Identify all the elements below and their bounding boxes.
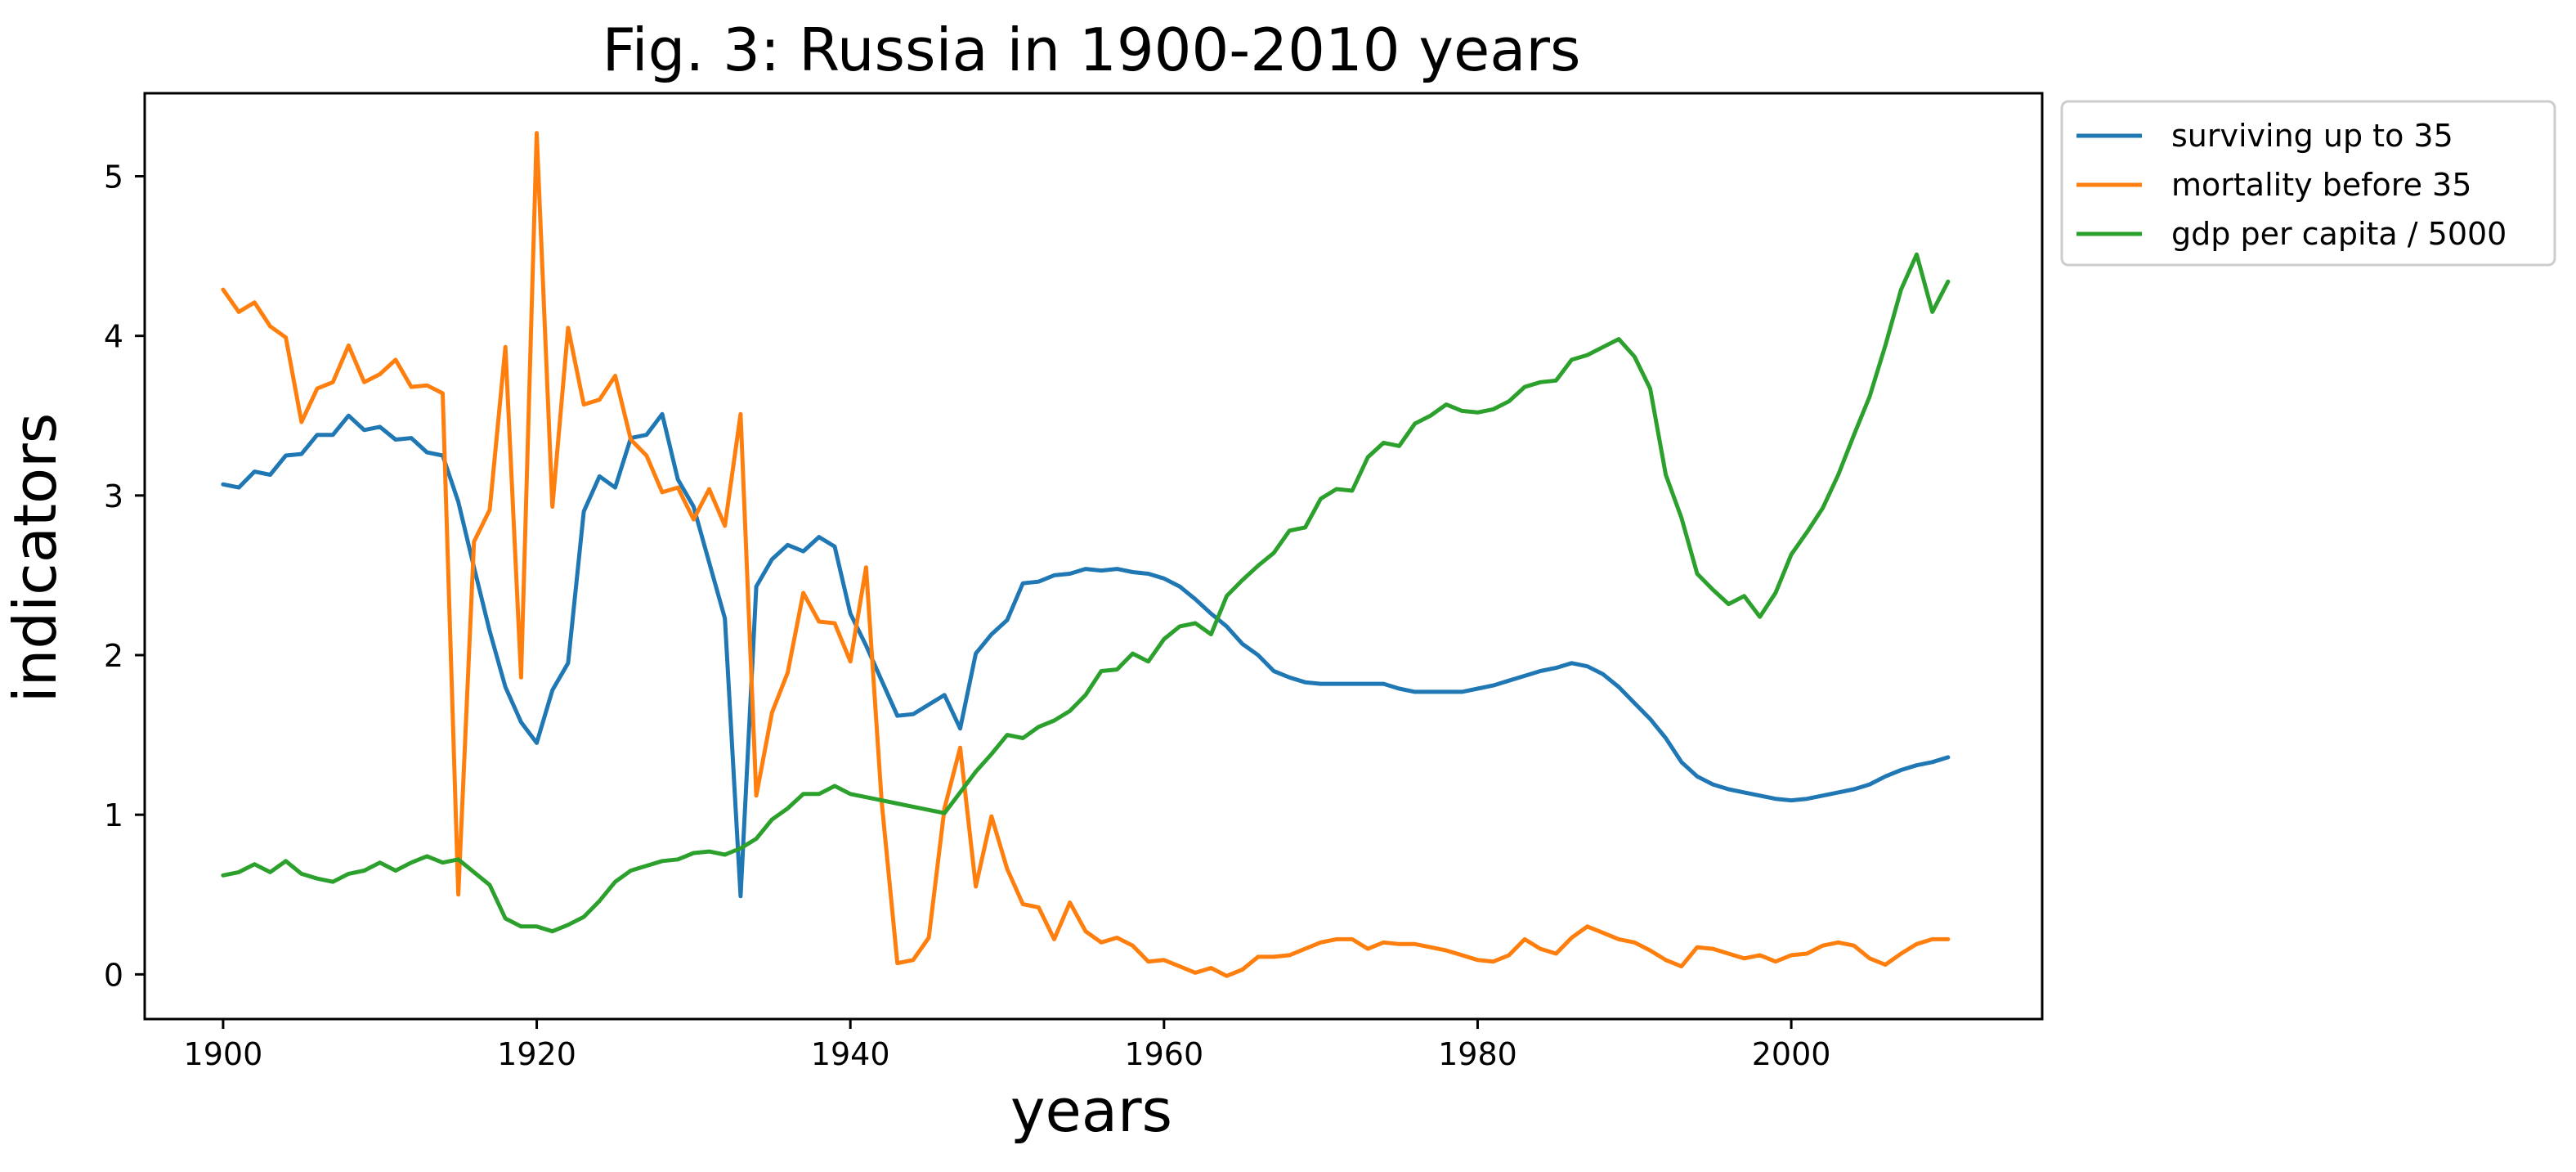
legend-label: surviving up to 35 bbox=[2171, 118, 2453, 154]
y-tick-label: 1 bbox=[104, 797, 123, 833]
series-line-1 bbox=[221, 411, 1951, 899]
series-group bbox=[221, 131, 1951, 978]
legend: surviving up to 35 mortality before 35 gdp… bbox=[2060, 100, 2556, 267]
x-axis: 1900 1920 1940 1960 1980 2000 bbox=[184, 1019, 1831, 1072]
y-axis: 0 1 2 3 4 5 bbox=[104, 159, 145, 993]
x-tick-label: 1940 bbox=[811, 1036, 890, 1072]
y-tick-label: 4 bbox=[104, 319, 123, 355]
y-tick-label: 3 bbox=[104, 478, 123, 514]
x-tick-label: 2000 bbox=[1752, 1036, 1831, 1072]
y-tick-label: 2 bbox=[104, 638, 123, 674]
legend-label: gdp per capita / 5000 bbox=[2171, 216, 2507, 252]
x-tick-label: 1900 bbox=[184, 1036, 263, 1072]
legend-label: mortality before 35 bbox=[2171, 167, 2471, 203]
series-line-3 bbox=[221, 252, 1951, 934]
y-tick-label: 0 bbox=[104, 957, 123, 993]
x-axis-label: years bbox=[1010, 1076, 1172, 1145]
y-axis-label: indicators bbox=[1, 413, 69, 703]
y-tick-label: 5 bbox=[104, 159, 123, 195]
series-line-2 bbox=[221, 131, 1951, 978]
x-tick-label: 1960 bbox=[1124, 1036, 1203, 1072]
chart-title: Fig. 3: Russia in 1900-2010 years bbox=[602, 16, 1580, 84]
legend-box bbox=[2060, 100, 2556, 267]
plot-frame bbox=[143, 92, 2044, 1021]
plot-area bbox=[143, 92, 2044, 1021]
x-tick-label: 1920 bbox=[497, 1036, 576, 1072]
x-tick-label: 1980 bbox=[1438, 1036, 1517, 1072]
